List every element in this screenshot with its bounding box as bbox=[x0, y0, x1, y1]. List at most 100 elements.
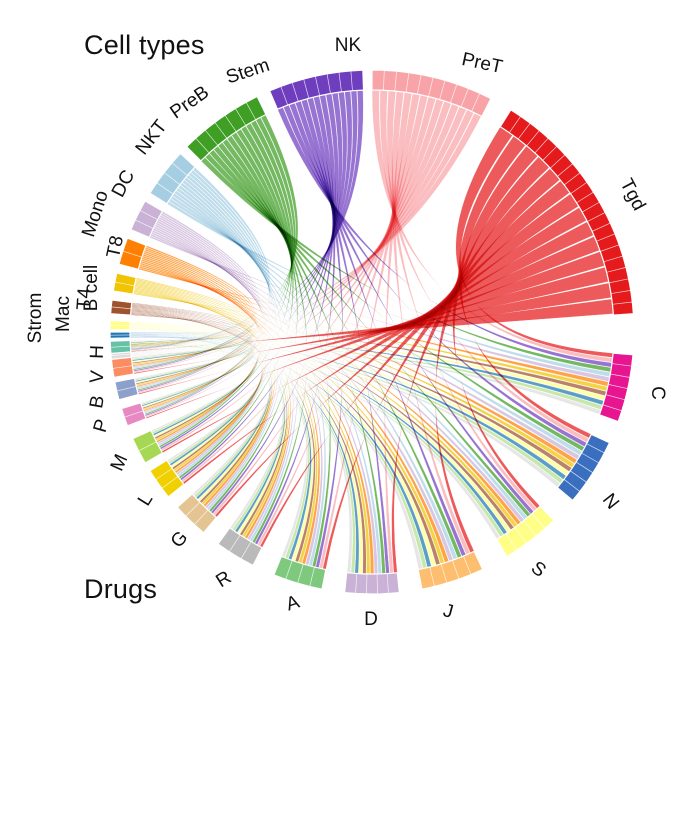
cell-arc-divider bbox=[526, 130, 540, 147]
drug-arc-divider bbox=[155, 468, 173, 481]
cell-arc-pret bbox=[371, 69, 492, 118]
cell-arc-divider bbox=[606, 267, 626, 273]
cell-arc-divider bbox=[417, 74, 422, 95]
cell-arc-divider bbox=[542, 146, 558, 161]
cell-label-t4: T4 bbox=[73, 287, 96, 311]
drug-arc-divider bbox=[124, 410, 144, 418]
cell-arc-divider bbox=[303, 78, 310, 99]
drug-arc-divider bbox=[386, 573, 389, 594]
drug-label-p: P bbox=[90, 417, 114, 435]
cell-arc-divider bbox=[111, 353, 132, 357]
drug-arc-divider bbox=[570, 470, 587, 483]
cell-arc-divider bbox=[394, 71, 398, 92]
drug-arc-divider bbox=[112, 365, 133, 369]
cell-label-strom: Strom bbox=[25, 293, 46, 344]
drug-arc-divider bbox=[138, 441, 157, 452]
arc-layer bbox=[109, 69, 635, 595]
drug-arc-divider bbox=[194, 509, 209, 525]
cell-types-heading: Cell types bbox=[84, 30, 205, 60]
drug-arc-divider bbox=[355, 573, 358, 594]
cell-label-mac: Mac bbox=[53, 296, 74, 332]
cell-arc-divider bbox=[603, 255, 623, 263]
drug-arc-divider bbox=[602, 404, 622, 412]
cell-arc-divider bbox=[235, 108, 247, 126]
cell-label-pret: PreT bbox=[460, 49, 505, 78]
drug-arc-divider bbox=[610, 373, 631, 378]
drug-arc-divider bbox=[309, 566, 315, 587]
cell-arc-divider bbox=[576, 191, 594, 204]
cell-arc-divider bbox=[450, 84, 458, 104]
drug-arc-divider bbox=[523, 520, 537, 537]
cell-arc-divider bbox=[111, 306, 132, 310]
cell-arc-divider bbox=[587, 212, 606, 222]
drug-arc-a bbox=[273, 555, 327, 590]
drug-arc-divider bbox=[440, 563, 448, 584]
cell-arc-divider bbox=[204, 129, 219, 146]
drug-arc-divider bbox=[611, 363, 632, 367]
drug-label-v: V bbox=[86, 369, 108, 384]
drug-arc-s bbox=[495, 505, 555, 558]
drug-label-b: B bbox=[86, 394, 109, 410]
drug-label-g: G bbox=[167, 527, 192, 552]
cell-arc-dc bbox=[118, 237, 147, 271]
cell-arc-stem bbox=[185, 95, 267, 162]
cell-label-dc: DC bbox=[108, 167, 139, 201]
cell-arc-divider bbox=[405, 72, 410, 93]
drug-label-c: C bbox=[647, 386, 668, 400]
cell-arc-divider bbox=[139, 210, 158, 220]
cell-arc-divider bbox=[600, 244, 620, 252]
cell-arc-divider bbox=[163, 172, 181, 185]
cell-label-bcell: B cell bbox=[81, 265, 102, 311]
drug-label-m: M bbox=[107, 451, 133, 474]
cell-arc-divider bbox=[608, 278, 629, 284]
drug-arc-divider bbox=[463, 555, 472, 575]
drug-label-j: J bbox=[441, 600, 456, 623]
drug-label-h: H bbox=[87, 345, 108, 359]
cell-arc-divider bbox=[280, 86, 289, 106]
drug-arc-divider bbox=[563, 479, 581, 492]
cell-arc-divider bbox=[439, 80, 446, 100]
drug-label-r: R bbox=[212, 567, 235, 592]
drug-arc-d bbox=[343, 572, 401, 595]
cell-arc-divider bbox=[122, 250, 142, 258]
cell-arc-divider bbox=[610, 290, 631, 294]
cell-arc-divider bbox=[570, 181, 588, 194]
cell-label-mono: Mono bbox=[78, 188, 113, 240]
cell-arc-divider bbox=[383, 70, 385, 91]
cell-arc-divider bbox=[114, 281, 135, 287]
cell-arc-divider bbox=[509, 116, 521, 133]
cell-arc-divider bbox=[591, 222, 611, 232]
cell-label-t8: T8 bbox=[103, 234, 128, 260]
drug-arc-divider bbox=[531, 513, 546, 529]
drug-arc-divider bbox=[161, 476, 179, 489]
cell-arc-divider bbox=[338, 72, 342, 92]
cell-arc-divider bbox=[612, 301, 633, 305]
drug-arc-divider bbox=[608, 384, 628, 390]
drug-label-d: D bbox=[364, 609, 378, 630]
drug-label-s: S bbox=[527, 557, 550, 581]
drug-label-a: A bbox=[284, 591, 303, 615]
cell-arc-divider bbox=[428, 77, 434, 97]
drug-arc-divider bbox=[575, 461, 594, 474]
drug-arc-divider bbox=[605, 394, 626, 401]
cell-arc-divider bbox=[563, 172, 581, 186]
cell-arc-divider bbox=[214, 122, 228, 139]
cell-arc-divider bbox=[549, 154, 566, 169]
cell-arc-divider bbox=[245, 102, 257, 120]
cell-arc-divider bbox=[557, 163, 573, 177]
cell-arc-divider bbox=[460, 88, 469, 108]
cell-arc-divider bbox=[517, 122, 531, 140]
drug-label-n: N bbox=[598, 490, 623, 514]
drug-arc-divider bbox=[110, 345, 131, 348]
cell-arc-divider bbox=[224, 114, 237, 132]
cell-arc-divider bbox=[195, 137, 210, 154]
cell-arc-divider bbox=[314, 76, 320, 96]
cell-arc-divider bbox=[596, 233, 616, 242]
cell-label-nkt: NKT bbox=[132, 116, 172, 159]
cell-label-nk: NK bbox=[335, 35, 362, 56]
cell-arc-divider bbox=[291, 82, 299, 102]
drug-arc-divider bbox=[505, 533, 518, 551]
cell-label-stem: Stem bbox=[224, 55, 273, 89]
cell-arc-divider bbox=[171, 162, 188, 176]
